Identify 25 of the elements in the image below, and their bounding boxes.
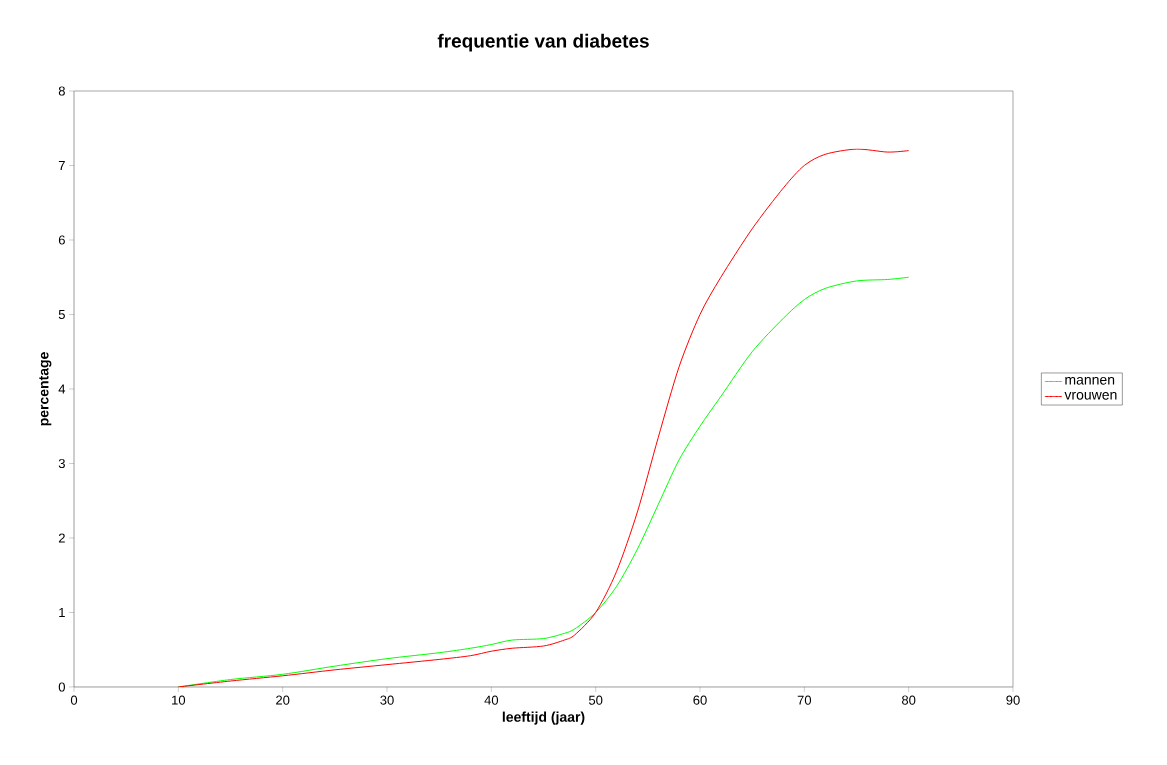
legend-label: vrouwen — [1064, 391, 1117, 400]
y-tick-label: 5 — [58, 309, 65, 320]
y-tick-label: 4 — [58, 384, 66, 394]
y-tick-label: 6 — [58, 235, 65, 245]
y-tick-label: 7 — [58, 161, 65, 170]
line-series — [177, 148, 910, 687]
y-tick-label: 0 — [58, 682, 65, 692]
x-tick-label: 0 — [70, 695, 78, 705]
x-tick-label: 20 — [276, 695, 290, 705]
legend-label: mannen — [1065, 376, 1115, 385]
x-tick-label: 40 — [484, 695, 499, 705]
chart-title: frequentie van diabetes — [437, 33, 649, 52]
y-axis-title: percentage — [39, 352, 52, 426]
x-tick-label: 30 — [380, 695, 394, 705]
x-tick-label: 70 — [797, 695, 812, 705]
x-tick-label: 60 — [693, 695, 707, 705]
y-tick-label: 2 — [58, 533, 65, 543]
x-axis-title: leeftijd (jaar) — [502, 711, 585, 725]
x-tick-label: 50 — [588, 695, 603, 705]
y-tick-label: 3 — [58, 458, 65, 469]
x-tick-label: 10 — [172, 695, 186, 705]
y-tick-label: 8 — [58, 86, 65, 96]
y-tick-label: 1 — [59, 608, 65, 617]
x-tick-label: 90 — [1006, 695, 1020, 705]
x-tick-label: 80 — [902, 695, 916, 705]
